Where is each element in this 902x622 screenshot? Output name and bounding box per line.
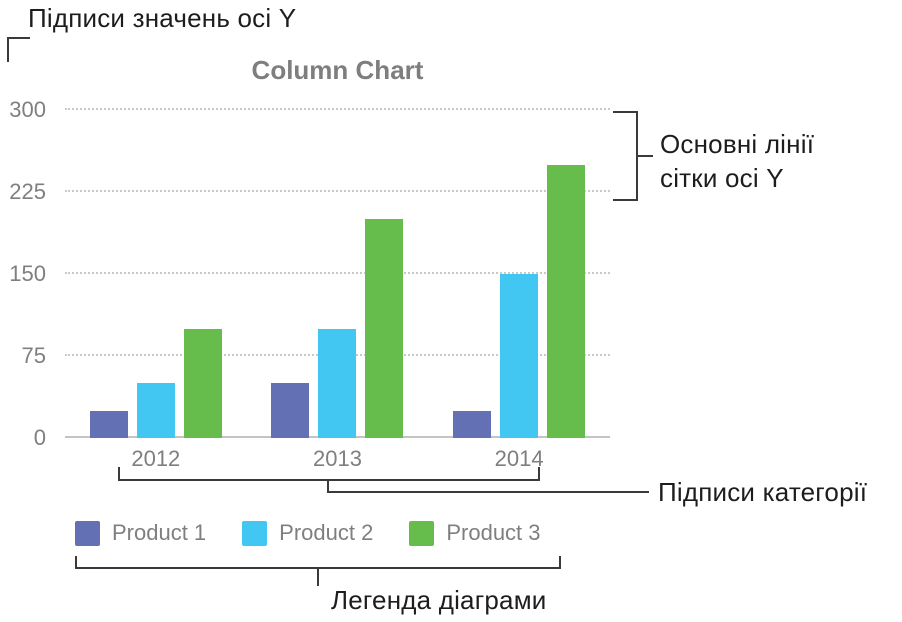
legend-label-product-3: Product 3 bbox=[446, 520, 541, 545]
legend-item-product-3: Product 3 bbox=[409, 520, 541, 546]
y-tick-label-150: 150 bbox=[9, 261, 46, 286]
callout-stub-category-labels bbox=[327, 481, 329, 493]
legend-swatch-product-1 bbox=[75, 520, 100, 546]
bar-product-3-2013 bbox=[365, 219, 404, 438]
chart-title: Column Chart bbox=[251, 55, 424, 85]
bar-product-3-2014 bbox=[547, 164, 586, 438]
callout-bracket-category-labels bbox=[118, 467, 540, 481]
callout-bracket-y-gridlines bbox=[613, 111, 638, 201]
category-labels: 2012 2013 2014 bbox=[65, 446, 610, 472]
bar-product-1-2014 bbox=[453, 410, 492, 438]
bar-product-1-2012 bbox=[89, 410, 128, 438]
legend-item-product-1: Product 1 bbox=[75, 520, 206, 546]
bar-group-2014 bbox=[453, 110, 586, 438]
y-tick-label-300: 300 bbox=[9, 97, 46, 122]
bar-product-2-2014 bbox=[500, 274, 539, 438]
y-tick-label-225: 225 bbox=[9, 179, 46, 204]
annotation-chart-legend: Легенда діаграми bbox=[331, 585, 547, 615]
plot-area bbox=[65, 108, 610, 438]
y-gridline-300 bbox=[65, 108, 610, 110]
y-axis-labels: 0 75 150 225 300 bbox=[0, 97, 46, 450]
callout-connector-category-labels bbox=[327, 491, 649, 493]
bar-group-2012 bbox=[89, 110, 222, 438]
bar-group-2013 bbox=[271, 110, 404, 438]
y-tick-label-0: 0 bbox=[33, 425, 46, 450]
bar-product-1-2013 bbox=[271, 383, 310, 438]
callout-stub-chart-legend bbox=[317, 568, 319, 586]
y-tick-label-75: 75 bbox=[21, 343, 46, 368]
bar-product-2-2012 bbox=[136, 383, 175, 438]
chart-legend: Product 1 Product 2 Product 3 bbox=[75, 520, 541, 546]
legend-swatch-product-3 bbox=[409, 520, 435, 546]
category-label-2014: 2014 bbox=[494, 446, 544, 471]
bar-groups bbox=[65, 110, 610, 438]
legend-item-product-2: Product 2 bbox=[242, 520, 373, 546]
annotation-category-labels: Підписи категорії bbox=[658, 477, 868, 507]
bar-product-2-2013 bbox=[318, 328, 357, 438]
category-label-2013: 2013 bbox=[313, 446, 362, 471]
bar-product-3-2012 bbox=[183, 328, 222, 438]
legend-label-product-1: Product 1 bbox=[112, 520, 207, 545]
callout-connector-y-gridlines bbox=[636, 155, 653, 157]
category-label-2012: 2012 bbox=[131, 446, 181, 471]
y-gridline-150 bbox=[65, 272, 610, 274]
y-gridline-225 bbox=[65, 190, 610, 192]
annotation-y-gridlines: Основні лінії сітки осі Y bbox=[660, 129, 815, 194]
annotation-y-value-labels: Підписи значень осі Y bbox=[28, 3, 297, 33]
callout-bracket-y-value-labels bbox=[7, 37, 30, 62]
legend-label-product-2: Product 2 bbox=[279, 520, 374, 545]
legend-swatch-product-2 bbox=[242, 520, 268, 546]
